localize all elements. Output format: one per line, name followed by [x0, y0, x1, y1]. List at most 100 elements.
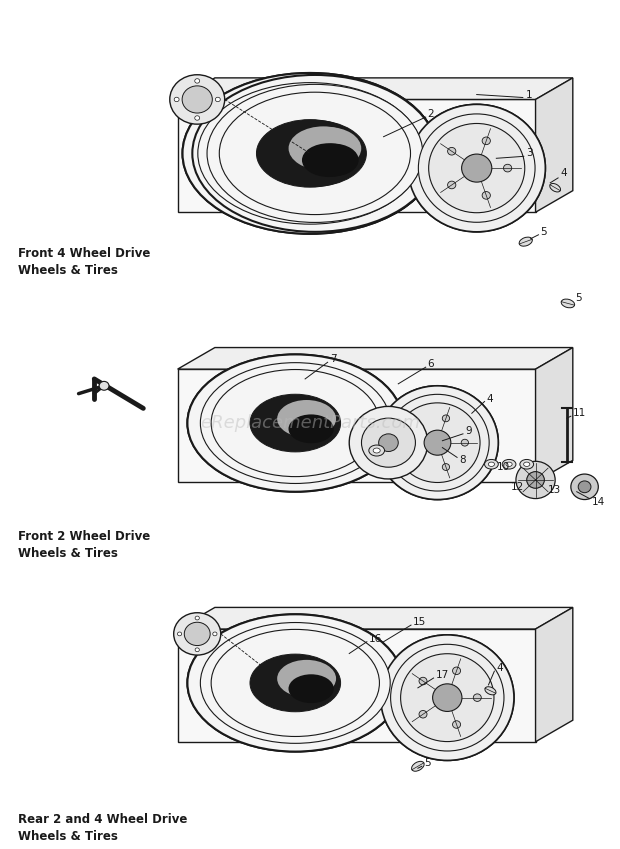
Ellipse shape [174, 98, 179, 102]
Polygon shape [295, 354, 403, 492]
Text: 1: 1 [526, 89, 533, 99]
Text: 3: 3 [526, 149, 533, 159]
Ellipse shape [250, 654, 340, 711]
Polygon shape [536, 347, 573, 482]
Ellipse shape [187, 354, 403, 492]
Ellipse shape [412, 762, 424, 771]
Ellipse shape [250, 394, 340, 452]
Polygon shape [295, 615, 403, 751]
Ellipse shape [192, 75, 438, 232]
Ellipse shape [412, 454, 419, 461]
Ellipse shape [408, 104, 546, 232]
Ellipse shape [257, 120, 363, 187]
Ellipse shape [408, 104, 546, 232]
Ellipse shape [294, 127, 361, 170]
Ellipse shape [288, 127, 358, 171]
Text: 16: 16 [369, 634, 382, 644]
Text: 4: 4 [487, 394, 493, 403]
Bar [177, 369, 536, 482]
Text: 8: 8 [459, 455, 466, 465]
Ellipse shape [482, 192, 490, 200]
Text: 6: 6 [428, 359, 434, 369]
Ellipse shape [302, 143, 355, 177]
Ellipse shape [524, 462, 530, 466]
Text: 4: 4 [560, 168, 567, 178]
Text: 13: 13 [547, 485, 560, 495]
Ellipse shape [433, 683, 462, 711]
Ellipse shape [200, 363, 390, 483]
Ellipse shape [395, 403, 480, 482]
Ellipse shape [99, 381, 109, 391]
Bar [177, 629, 536, 742]
Text: Rear 2 and 4 Wheel Drive
Wheels & Tires: Rear 2 and 4 Wheel Drive Wheels & Tires [18, 813, 187, 843]
Ellipse shape [213, 632, 217, 636]
Ellipse shape [502, 459, 516, 469]
Ellipse shape [187, 615, 403, 751]
Polygon shape [447, 635, 514, 761]
Bar [177, 99, 536, 212]
Polygon shape [536, 78, 573, 212]
Ellipse shape [419, 711, 427, 718]
Ellipse shape [453, 667, 461, 675]
Ellipse shape [485, 687, 496, 694]
Polygon shape [477, 104, 546, 232]
Ellipse shape [519, 237, 533, 246]
Ellipse shape [461, 439, 469, 446]
Ellipse shape [571, 474, 598, 499]
Ellipse shape [482, 137, 490, 144]
Ellipse shape [195, 79, 200, 83]
Text: 5: 5 [541, 227, 547, 237]
Ellipse shape [516, 461, 555, 498]
Text: 5: 5 [575, 293, 582, 302]
Ellipse shape [578, 481, 591, 492]
Ellipse shape [369, 445, 384, 456]
Ellipse shape [377, 385, 498, 499]
Ellipse shape [349, 407, 428, 479]
Ellipse shape [182, 86, 212, 113]
Polygon shape [438, 385, 498, 499]
Ellipse shape [386, 394, 489, 491]
Ellipse shape [187, 354, 403, 492]
Ellipse shape [198, 82, 422, 224]
Ellipse shape [211, 369, 379, 476]
Ellipse shape [412, 424, 419, 431]
Ellipse shape [418, 114, 535, 222]
Polygon shape [177, 78, 573, 99]
Ellipse shape [361, 419, 415, 467]
Ellipse shape [195, 616, 200, 620]
Text: 12: 12 [511, 481, 525, 492]
Ellipse shape [207, 84, 423, 222]
Ellipse shape [489, 462, 495, 466]
Ellipse shape [307, 143, 358, 177]
Ellipse shape [219, 93, 410, 215]
Ellipse shape [485, 459, 498, 469]
Ellipse shape [527, 471, 544, 488]
Ellipse shape [215, 98, 220, 102]
Ellipse shape [379, 434, 398, 452]
Ellipse shape [288, 414, 334, 443]
Ellipse shape [200, 622, 390, 744]
Ellipse shape [377, 385, 498, 499]
Ellipse shape [550, 183, 560, 192]
Ellipse shape [195, 115, 200, 121]
Ellipse shape [448, 181, 456, 188]
Ellipse shape [561, 299, 575, 308]
Polygon shape [536, 607, 573, 742]
Ellipse shape [448, 148, 456, 155]
Ellipse shape [520, 459, 534, 469]
Ellipse shape [192, 75, 438, 232]
Ellipse shape [373, 448, 380, 453]
Ellipse shape [170, 75, 224, 124]
Ellipse shape [182, 73, 438, 233]
Text: 10: 10 [497, 462, 510, 472]
Polygon shape [310, 73, 438, 233]
Ellipse shape [503, 164, 512, 172]
Polygon shape [177, 607, 573, 629]
Ellipse shape [401, 654, 494, 741]
Ellipse shape [453, 721, 461, 728]
Ellipse shape [381, 635, 514, 761]
Text: 2: 2 [428, 110, 434, 119]
Polygon shape [315, 75, 438, 232]
Ellipse shape [174, 613, 221, 655]
Ellipse shape [264, 121, 366, 186]
